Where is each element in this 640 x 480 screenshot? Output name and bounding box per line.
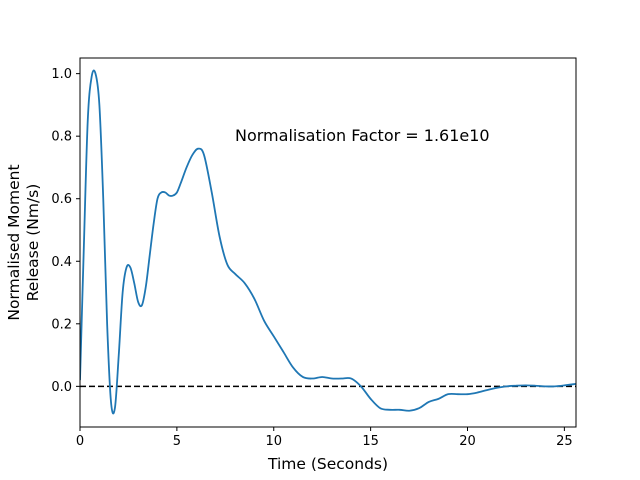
y-tick-label: 0.8	[51, 130, 72, 145]
x-axis-label: Time (Seconds)	[267, 455, 388, 473]
x-tick-label: 15	[362, 434, 379, 449]
plot-area	[80, 69, 576, 415]
y-axis-label-line-1: Normalised Moment	[5, 164, 23, 320]
y-tick-label: 1.0	[51, 67, 72, 82]
y-axis-label-line-2: Release (Nm/s)	[24, 184, 42, 302]
y-tick-label: 0.4	[51, 255, 72, 270]
x-tick-label: 20	[459, 434, 476, 449]
axes: 0 5 10 15 20 25 0.0 0.2 0.4 0.6 0.8 1.0	[51, 57, 577, 449]
x-tick-label: 10	[265, 434, 282, 449]
plot-frame	[79, 57, 577, 428]
y-tick-label: 0.6	[51, 192, 72, 207]
x-tick-label: 0	[76, 434, 84, 449]
normalisation-factor-annotation: Normalisation Factor = 1.61e10	[235, 126, 490, 145]
y-tick-label: 0.0	[51, 380, 72, 395]
y-tick-label: 0.2	[51, 317, 72, 332]
x-tick-label: 5	[173, 434, 181, 449]
x-tick-label: 25	[556, 434, 573, 449]
series-line-0	[80, 69, 576, 415]
